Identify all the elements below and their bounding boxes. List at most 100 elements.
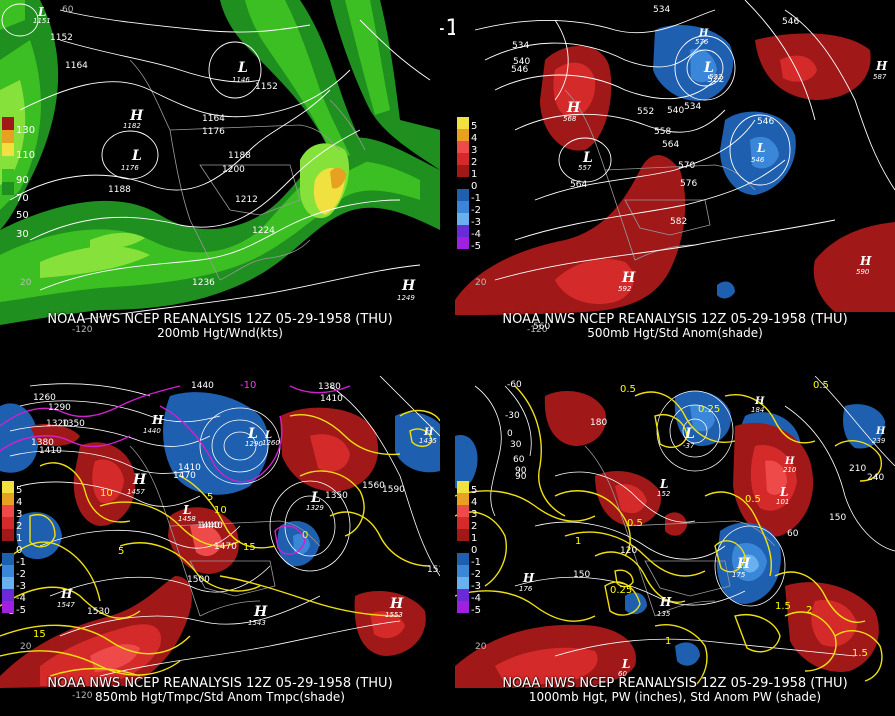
contour-label: 240	[867, 473, 884, 483]
high-center: H	[253, 604, 268, 620]
pw-label: 0.5	[620, 384, 636, 395]
contour-label: 1470	[214, 542, 237, 552]
high-center: H	[659, 595, 672, 609]
center-value: 1553	[385, 611, 403, 619]
panel-caption-line1: NOAA NWS NCEP REANALYSIS 12Z 05-29-1958 …	[47, 312, 393, 327]
center-value: 239	[872, 437, 886, 445]
high-center: H	[132, 472, 147, 488]
lon-label: -120	[527, 325, 548, 335]
center-value: 587	[873, 73, 887, 81]
contour-label: 540	[513, 57, 530, 67]
legend-label: -5	[471, 605, 481, 616]
legend-label: 30	[16, 229, 29, 240]
contour-label: 1290	[48, 403, 71, 413]
pw-label: 2	[806, 605, 812, 616]
legend-label: -5	[471, 241, 481, 252]
contour-label: 90	[515, 472, 527, 482]
lat-label: 20	[20, 642, 32, 652]
pw-label: 0.25	[698, 404, 720, 415]
contour-label: 546	[511, 65, 528, 75]
contour-label: 552	[637, 107, 654, 117]
center-value: 1435	[419, 437, 437, 445]
legend-200mb: 130 110 90 70 50 30	[2, 117, 35, 240]
legend-label: -2	[471, 569, 481, 580]
contour-label: 1152	[50, 33, 73, 43]
contour-label: 1260	[33, 393, 56, 403]
high-center: H	[566, 100, 581, 116]
center-value: 1547	[57, 601, 75, 609]
map-200mb: 1152 1164 1152 1164 1176 1188 1200 1212 …	[0, 0, 440, 335]
legend-label: 4	[471, 133, 478, 144]
contour-label: 522	[707, 75, 724, 85]
panel-caption-line1: NOAA NWS NCEP REANALYSIS 12Z 05-29-1958 …	[502, 312, 848, 327]
low-center: L	[310, 490, 321, 506]
contour-label: 120	[620, 546, 637, 556]
contour-label: 534	[684, 102, 701, 112]
center-value: 210	[783, 466, 797, 474]
low-center: L	[237, 60, 248, 76]
map-500mb: 534 546 546 552 540 558 564 570 576 582 …	[455, 0, 895, 335]
contour-label: 1470	[173, 471, 196, 481]
center-value: 522	[709, 73, 723, 81]
contour-label: 534	[512, 41, 529, 51]
temp-label: 10	[100, 488, 113, 499]
contour-label: 1590	[382, 485, 405, 495]
panel-caption-line2: 850mb Hgt/Tmpc/Std Anom Tmpc(shade)	[95, 690, 345, 704]
high-center: H	[784, 456, 795, 467]
lat-label: 20	[475, 278, 487, 288]
high-center: H	[621, 270, 636, 286]
pw-label: 1	[575, 536, 581, 547]
map-1000mb: -60 -30 0 30 60 90 120 150 180 210 240 1…	[455, 376, 895, 688]
contour-label: 0	[507, 429, 513, 439]
contour-label: 60	[787, 529, 799, 539]
high-center: H	[401, 278, 416, 294]
legend-label: 0	[471, 181, 478, 192]
contour-label: 1188	[228, 151, 251, 161]
contour-label: 1152	[255, 82, 278, 92]
contour-label: 558	[654, 127, 671, 137]
contour-label: 1440	[197, 521, 220, 531]
low-center: L	[247, 426, 258, 442]
low-center: L	[264, 430, 272, 441]
center-value: 1440	[143, 427, 161, 435]
center-value: 1457	[127, 488, 145, 496]
contour-label: 582	[670, 217, 687, 227]
legend-label: 3	[471, 509, 478, 520]
low-center: L	[684, 426, 695, 442]
legend-label: 4	[16, 497, 23, 508]
contour-label: 1350	[325, 491, 348, 501]
high-center: H	[151, 413, 164, 427]
contour-label: 1530	[427, 565, 440, 575]
contour-label: 1530	[87, 607, 110, 617]
legend-label: -1	[16, 557, 26, 568]
contour-label: 546	[757, 117, 774, 127]
low-center: L	[756, 141, 765, 155]
contour-label: 90	[515, 466, 527, 476]
legend-label: -5	[16, 605, 26, 616]
contour-label: 1410	[178, 463, 201, 473]
center-value: 1151	[33, 17, 51, 25]
pw-label: 1	[665, 636, 671, 647]
center-value: 1146	[232, 76, 250, 84]
contour-label: 1440	[191, 381, 214, 391]
center-value: 590	[856, 268, 870, 276]
contour-label: 1164	[65, 61, 88, 71]
lon-label: -120	[72, 325, 93, 335]
contour-label: 564	[662, 140, 679, 150]
pw-label: 0.5	[627, 518, 643, 529]
pw-label: 0.5	[813, 380, 829, 391]
contour-label: 560	[533, 322, 550, 332]
contour-label: 1380	[31, 438, 54, 448]
legend-label: -1	[471, 557, 481, 568]
legend-label: 1	[471, 169, 478, 180]
legend-label: -4	[471, 593, 481, 604]
contour-label: 546	[782, 17, 799, 27]
contour-label: 30	[510, 440, 522, 450]
high-center: H	[698, 28, 709, 39]
panel-200mb: 1152 1164 1152 1164 1176 1188 1200 1212 …	[0, 0, 440, 340]
low-center: L	[779, 485, 788, 499]
contour-label: 1500	[187, 575, 210, 585]
contour-label: 150	[829, 513, 846, 523]
temp-label: 10	[214, 505, 227, 516]
lon-label: -120	[72, 691, 93, 701]
